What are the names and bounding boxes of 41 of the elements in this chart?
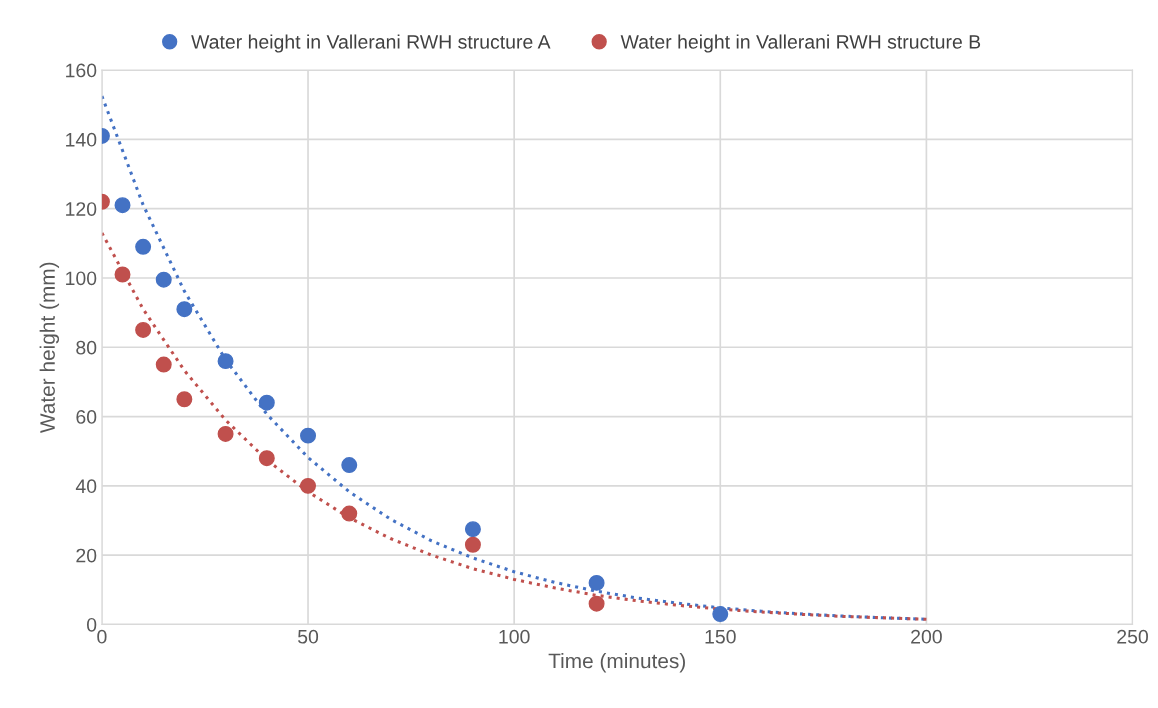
y-tick-label: 120 (66, 202, 97, 216)
point (155, 356, 172, 373)
x-axis-title: Time (minutes) (548, 653, 685, 673)
y-tick-label: 160 (66, 63, 97, 78)
point (217, 353, 234, 370)
point (300, 477, 317, 494)
point (341, 457, 358, 474)
point (464, 521, 481, 538)
point (300, 427, 317, 444)
point (588, 574, 605, 591)
x-tick-label: 100 (499, 629, 530, 644)
point (217, 425, 234, 442)
x-tick-label: 0 (97, 629, 107, 644)
y-tick-label: 0 (86, 617, 97, 632)
point (712, 606, 729, 623)
x-tick-label: 50 (297, 629, 319, 644)
y-tick-label: 60 (76, 410, 97, 424)
x-tick-label: 200 (911, 629, 942, 644)
point (114, 197, 131, 214)
point (176, 301, 193, 318)
y-tick-label: 80 (76, 340, 97, 355)
point (155, 271, 172, 288)
line-series (101, 231, 928, 621)
point (135, 321, 152, 338)
point (464, 536, 481, 553)
legend-label: Water height in Vallerani RWH structure A (191, 34, 551, 53)
y-tick-label: 100 (66, 271, 97, 286)
point (258, 394, 275, 411)
point (588, 595, 605, 612)
y-axis-title: Water height (mm) (39, 262, 60, 434)
point (258, 450, 275, 467)
point (135, 238, 152, 255)
point (114, 266, 131, 283)
legend-label: Water height in Vallerani RWH structure B (620, 34, 981, 53)
point (176, 391, 193, 408)
x-tick-label: 250 (1117, 629, 1148, 644)
point (341, 505, 358, 522)
x-tick-label: 150 (705, 629, 736, 644)
y-tick-label: 40 (75, 479, 97, 494)
y-tick-label: 140 (66, 132, 97, 147)
y-tick-label: 20 (76, 548, 97, 563)
